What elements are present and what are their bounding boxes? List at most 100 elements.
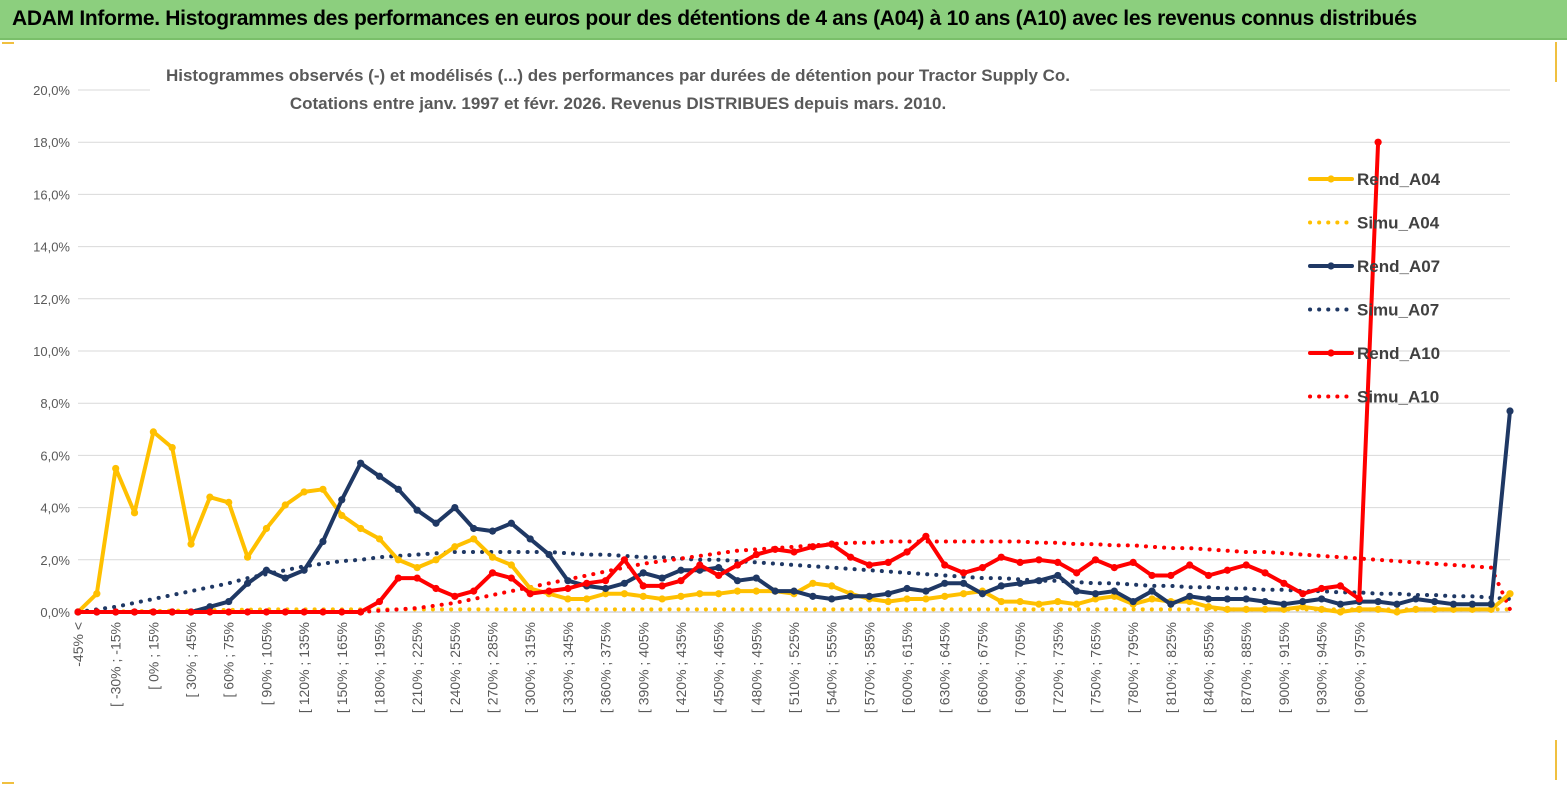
data-point-rend-a10 <box>715 571 723 580</box>
data-point-rend-a04 <box>1336 608 1345 616</box>
data-point-rend-a04 <box>394 556 402 564</box>
data-point-rend-a04 <box>488 553 497 561</box>
data-point-rend-a10 <box>262 608 271 616</box>
data-point-rend-a10 <box>601 577 610 585</box>
x-tick-label: [ 660% ; 675% <box>974 622 990 713</box>
x-tick-label: [ 480% ; 495% <box>748 622 764 713</box>
data-point-rend-a04 <box>752 587 760 595</box>
y-tick-label: 0,0% <box>40 605 70 620</box>
chart-subtitle: Cotations entre janv. 1997 et févr. 2026… <box>290 94 946 113</box>
data-point-rend-a07 <box>1393 600 1401 608</box>
series-line-rend-a04 <box>76 429 1512 614</box>
data-point-rend-a07 <box>432 519 440 527</box>
data-point-rend-a07 <box>1073 587 1081 595</box>
data-point-rend-a04 <box>187 540 195 548</box>
data-point-rend-a07 <box>243 579 252 587</box>
data-point-rend-a04 <box>997 597 1005 606</box>
series-line-simu-a07 <box>76 550 1512 614</box>
x-tick-label: [ 570% ; 585% <box>861 622 877 713</box>
data-point-rend-a10 <box>1261 569 1269 577</box>
y-tick-label: 20,0% <box>33 83 70 98</box>
data-point-rend-a10 <box>1204 571 1213 580</box>
data-point-rend-a10 <box>1035 556 1043 564</box>
x-tick-label: [ 840% ; 855% <box>1201 622 1217 713</box>
legend-marker-rend-a04 <box>1327 175 1335 183</box>
data-point-rend-a10 <box>809 543 817 551</box>
data-point-rend-a07 <box>281 574 289 582</box>
data-point-rend-a07 <box>601 584 610 593</box>
data-point-rend-a07 <box>1129 597 1137 606</box>
data-point-rend-a10 <box>1317 584 1326 593</box>
data-point-rend-a10 <box>187 608 195 616</box>
data-point-rend-a04 <box>639 592 647 600</box>
data-point-rend-a07 <box>1336 600 1345 608</box>
x-tick-label: -45% < <box>70 622 86 667</box>
x-tick-label: [ 180% ; 195% <box>371 622 387 713</box>
data-point-rend-a07 <box>526 535 534 543</box>
data-point-rend-a07 <box>620 579 629 587</box>
data-point-rend-a07 <box>809 592 817 600</box>
data-point-rend-a04 <box>1016 597 1024 606</box>
series-lines <box>74 138 1514 616</box>
data-point-rend-a04 <box>1449 605 1458 613</box>
data-point-rend-a04 <box>262 524 271 533</box>
data-point-rend-a04 <box>903 595 911 603</box>
data-point-rend-a07 <box>375 472 384 480</box>
data-point-rend-a10 <box>959 569 968 577</box>
y-tick-label: 18,0% <box>33 135 70 150</box>
legend-marker-rend-a07 <box>1327 262 1335 270</box>
y-tick-label: 2,0% <box>40 553 70 568</box>
x-tick-label: [ 780% ; 795% <box>1125 622 1141 713</box>
data-point-rend-a10 <box>130 608 139 616</box>
data-point-rend-a10 <box>978 564 987 572</box>
data-point-rend-a04 <box>583 595 591 603</box>
x-tick-label: [ -30% ; -15% <box>108 622 124 707</box>
data-point-rend-a10 <box>1280 579 1288 587</box>
data-point-rend-a07 <box>639 569 647 577</box>
data-point-rend-a04 <box>959 590 968 598</box>
x-tick-label: [ 810% ; 825% <box>1163 622 1179 713</box>
data-point-rend-a07 <box>1449 600 1458 608</box>
data-point-rend-a10 <box>74 608 82 616</box>
data-point-rend-a04 <box>658 595 666 603</box>
data-point-rend-a10 <box>865 561 873 569</box>
data-point-rend-a04 <box>149 428 157 436</box>
data-point-rend-a10 <box>903 548 911 556</box>
data-point-rend-a10 <box>338 608 346 616</box>
data-point-rend-a10 <box>319 608 327 616</box>
legend-item-rend-a07: Rend_A07 <box>1308 257 1440 276</box>
data-point-rend-a10 <box>696 561 704 569</box>
x-tick-label: [ 0% ; 15% <box>145 622 161 690</box>
data-point-rend-a10 <box>1073 569 1081 577</box>
data-point-rend-a10 <box>470 587 478 595</box>
data-point-rend-a04 <box>1468 605 1476 613</box>
data-point-rend-a04 <box>281 501 289 509</box>
legend-item-simu-a10: Simu_A10 <box>1308 388 1439 407</box>
data-point-rend-a07 <box>1431 597 1439 606</box>
data-point-rend-a04 <box>243 553 252 561</box>
data-point-rend-a10 <box>846 553 855 561</box>
data-point-rend-a07 <box>846 592 855 600</box>
x-tick-label: [ 450% ; 465% <box>711 622 727 713</box>
data-point-rend-a07 <box>1487 600 1495 608</box>
data-point-rend-a07 <box>715 564 723 572</box>
data-point-rend-a10 <box>168 608 176 616</box>
y-tick-label: 6,0% <box>40 448 70 463</box>
x-tick-label: [ 30% ; 45% <box>183 622 199 698</box>
data-point-rend-a10 <box>1223 566 1231 574</box>
x-tick-label: [ 600% ; 615% <box>899 622 915 713</box>
data-point-rend-a07 <box>828 595 836 603</box>
data-point-rend-a10 <box>1110 564 1118 572</box>
data-point-rend-a04 <box>1035 600 1043 608</box>
data-point-rend-a07 <box>1412 595 1420 603</box>
data-point-rend-a07 <box>470 524 478 533</box>
data-point-rend-a10 <box>451 592 459 600</box>
data-point-rend-a04 <box>620 590 629 598</box>
data-point-rend-a10 <box>93 608 101 616</box>
data-point-rend-a07 <box>488 527 497 535</box>
x-tick-label: [ 360% ; 375% <box>598 622 614 713</box>
data-point-rend-a07 <box>1242 595 1250 603</box>
data-point-rend-a10 <box>300 608 308 616</box>
data-point-rend-a07 <box>451 504 459 512</box>
data-point-rend-a04 <box>432 556 440 564</box>
